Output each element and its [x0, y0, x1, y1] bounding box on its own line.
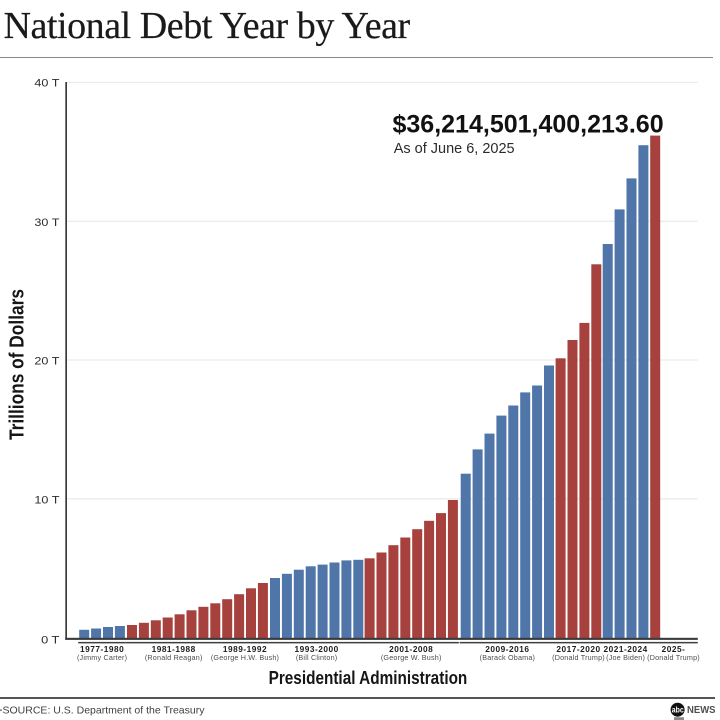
svg-text:$36,214,501,400,213.60: $36,214,501,400,213.60: [393, 111, 664, 139]
svg-text:0 T: 0 T: [41, 634, 60, 646]
svg-text:(George H.W. Bush): (George H.W. Bush): [211, 653, 279, 662]
svg-text:(Jimmy Carter): (Jimmy Carter): [77, 653, 127, 662]
svg-text:abc: abc: [672, 704, 684, 714]
svg-text:2001-2008: 2001-2008: [389, 644, 433, 654]
svg-text:2021-2024: 2021-2024: [604, 644, 648, 654]
svg-text:As of June 6, 2025: As of June 6, 2025: [394, 141, 515, 157]
svg-text:1977-1980: 1977-1980: [80, 644, 124, 654]
svg-text:30 T: 30 T: [34, 217, 59, 229]
svg-text:SOURCE: U.S. Department of the: SOURCE: U.S. Department of the Treasury: [3, 704, 206, 716]
svg-text:(Joe Biden): (Joe Biden): [606, 653, 645, 662]
svg-text:(Barack Obama): (Barack Obama): [480, 653, 536, 662]
svg-text:2009-2016: 2009-2016: [485, 644, 529, 654]
svg-text:2017-2020: 2017-2020: [556, 644, 600, 654]
svg-text:1989-1992: 1989-1992: [223, 644, 267, 654]
svg-text:40 T: 40 T: [34, 78, 59, 90]
svg-text:(George W. Bush): (George W. Bush): [381, 653, 442, 662]
svg-text:Trillions of Dollars: Trillions of Dollars: [6, 289, 28, 440]
svg-text:Presidential Administration: Presidential Administration: [269, 667, 468, 688]
svg-text:20 T: 20 T: [34, 356, 59, 368]
svg-text:(Donald Trump): (Donald Trump): [552, 653, 605, 662]
svg-text:1993-2000: 1993-2000: [295, 644, 339, 654]
svg-text:(Bill Clinton): (Bill Clinton): [296, 653, 338, 662]
svg-text:10 T: 10 T: [34, 494, 59, 506]
svg-text:NEWS: NEWS: [687, 704, 716, 716]
svg-text:2025-: 2025-: [662, 644, 686, 654]
svg-text:1981-1988: 1981-1988: [152, 644, 196, 654]
svg-text:(Donald Trump): (Donald Trump): [647, 653, 700, 662]
svg-text:(Ronald Reagan): (Ronald Reagan): [145, 653, 203, 662]
